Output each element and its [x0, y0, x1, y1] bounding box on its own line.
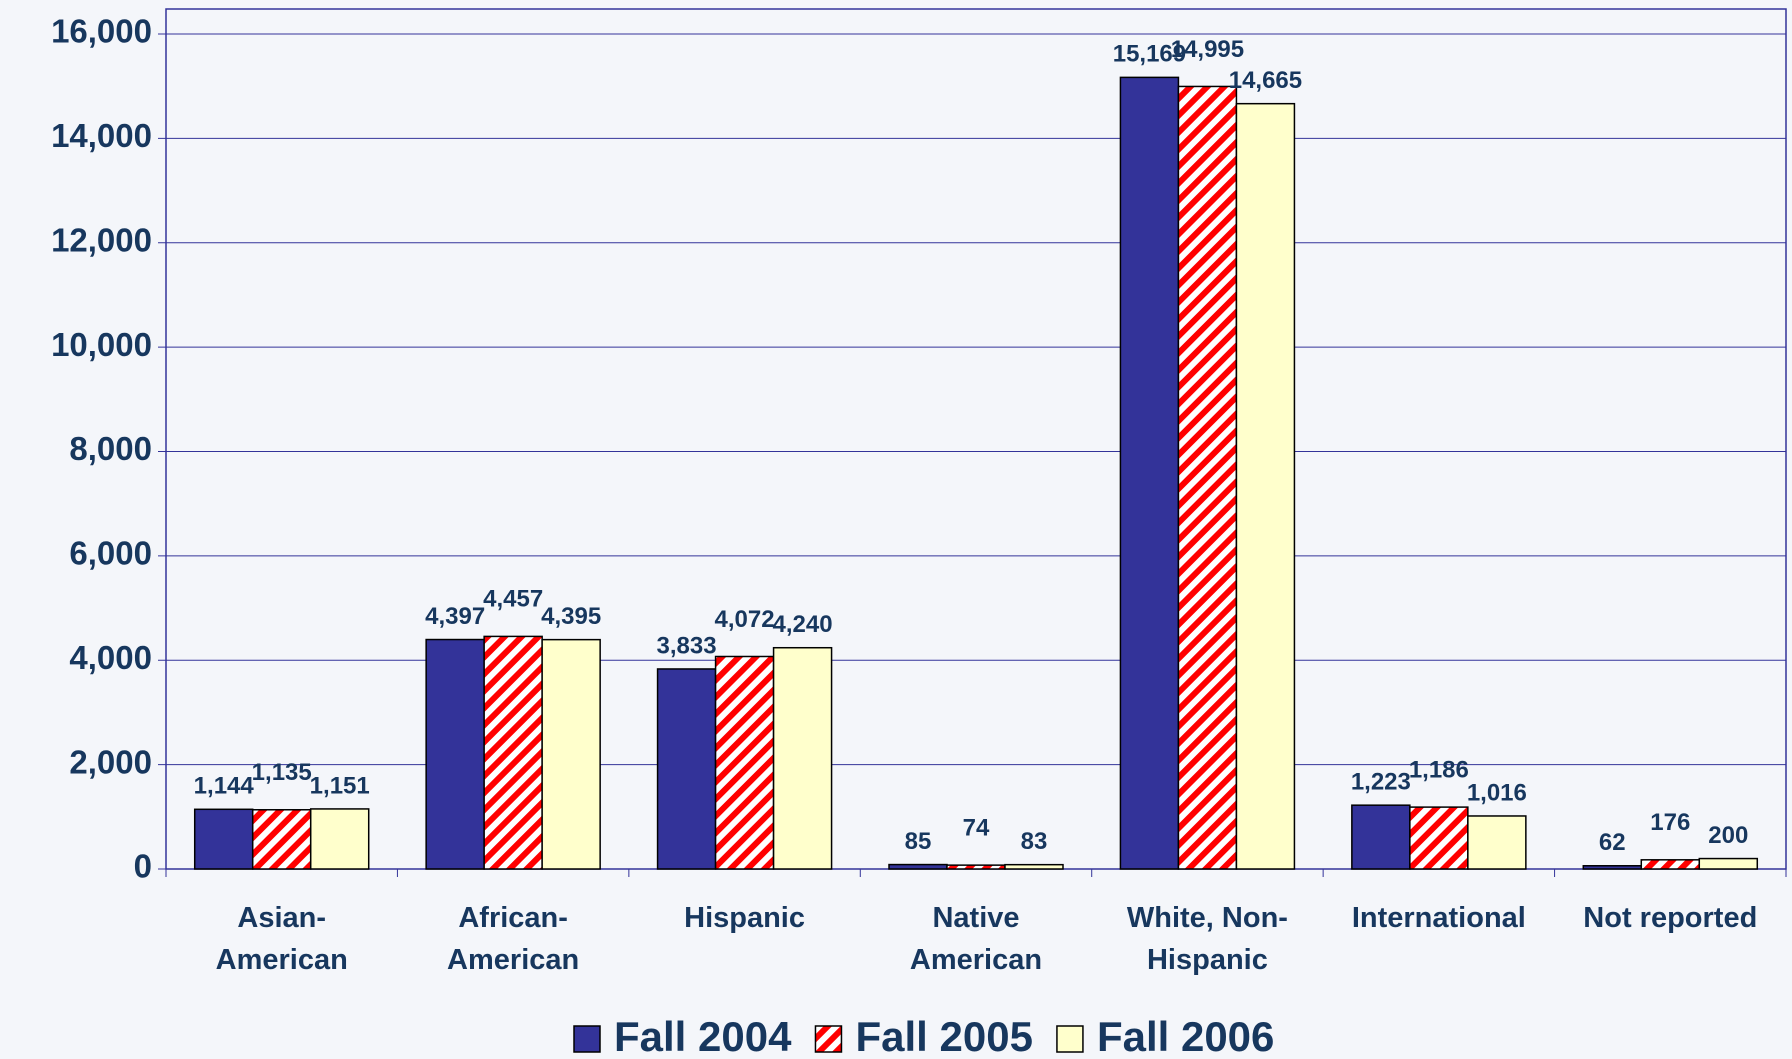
- data-label: 83: [1021, 828, 1048, 855]
- legend-label: Fall 2006: [1097, 1013, 1274, 1059]
- data-label: 1,223: [1351, 769, 1411, 796]
- bar: [1409, 806, 1469, 870]
- x-tick-label: International: [1352, 902, 1526, 934]
- y-tick-label: 0: [134, 848, 152, 885]
- data-label: 14,995: [1171, 36, 1244, 63]
- bar: [483, 635, 543, 870]
- bar: [309, 808, 370, 870]
- x-tick-label: Native American: [910, 902, 1042, 976]
- data-label: 85: [905, 828, 932, 855]
- bar: [1467, 815, 1527, 870]
- bar: [1119, 76, 1180, 870]
- bar: [1235, 102, 1296, 870]
- data-label: 4,457: [483, 586, 543, 613]
- bar: [946, 864, 1006, 870]
- data-label: 200: [1708, 822, 1748, 849]
- data-label: 74: [963, 814, 990, 841]
- y-tick-label: 10,000: [51, 326, 152, 363]
- data-label: 4,072: [715, 606, 775, 633]
- data-label: 1,151: [310, 772, 370, 799]
- bar: [541, 638, 601, 870]
- legend-swatch: [573, 1025, 601, 1053]
- data-label: 1,135: [252, 759, 312, 786]
- bar: [193, 808, 254, 870]
- data-label: 4,397: [425, 603, 485, 630]
- legend-label: Fall 2004: [614, 1013, 792, 1059]
- y-tick-label: 2,000: [69, 743, 152, 780]
- data-label: 4,395: [541, 603, 601, 630]
- bar: [1582, 865, 1643, 870]
- legend-label: Fall 2005: [855, 1013, 1032, 1059]
- data-label: 1,016: [1467, 779, 1527, 806]
- bar: [1004, 863, 1064, 870]
- data-label: 15,169: [1113, 41, 1186, 68]
- legend-swatch: [1056, 1025, 1084, 1053]
- bar: [251, 809, 312, 870]
- data-label: 14,665: [1229, 67, 1302, 94]
- bar: [1177, 85, 1238, 870]
- data-label: 1,186: [1409, 756, 1469, 783]
- bar: [714, 655, 775, 870]
- bar: [656, 668, 717, 870]
- x-tick-label: White, Non-Hispanic: [1127, 902, 1288, 976]
- data-label: 3,833: [657, 632, 717, 659]
- legend-swatch: [814, 1025, 843, 1053]
- data-label: 1,144: [194, 773, 255, 800]
- y-tick-label: 8,000: [69, 430, 152, 467]
- bar: [1640, 859, 1701, 870]
- y-tick-label: 16,000: [51, 13, 152, 50]
- bar: [772, 646, 833, 870]
- y-tick-label: 14,000: [51, 117, 152, 154]
- y-tick-label: 6,000: [69, 535, 152, 572]
- y-tick-label: 12,000: [51, 221, 152, 258]
- bar: [1698, 857, 1759, 870]
- x-tick-label: Not reported: [1583, 902, 1757, 934]
- bar: [888, 863, 948, 870]
- x-tick-label: Asian-American: [216, 902, 348, 976]
- data-label: 4,240: [773, 611, 833, 638]
- bar: [1351, 804, 1411, 870]
- y-tick-label: 4,000: [69, 639, 152, 676]
- x-tick-label: African-American: [447, 902, 579, 976]
- bar: [425, 638, 485, 870]
- data-label: 176: [1650, 809, 1690, 836]
- data-label: 62: [1599, 829, 1626, 856]
- x-tick-label: Hispanic: [684, 902, 805, 934]
